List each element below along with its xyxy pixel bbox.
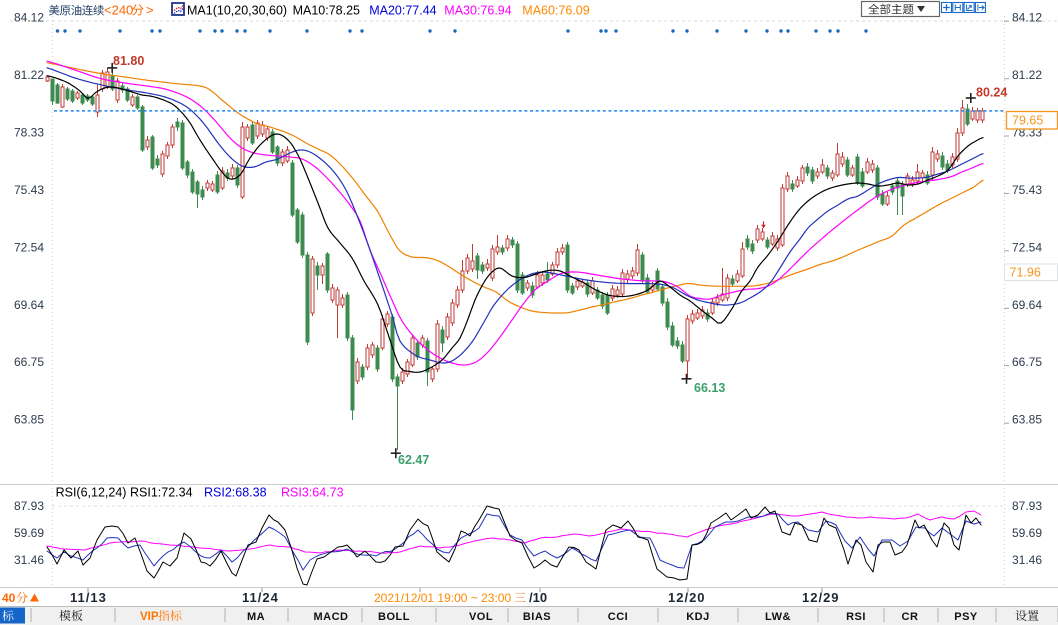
svg-text:84.12: 84.12 — [14, 11, 44, 25]
svg-text:>: > — [146, 3, 154, 18]
svg-text:69.64: 69.64 — [14, 298, 44, 312]
svg-text:66.75: 66.75 — [14, 355, 44, 369]
svg-text:31.46: 31.46 — [1012, 553, 1042, 567]
svg-text:79.65: 79.65 — [1012, 114, 1043, 128]
svg-text:MA1(10,20,30,60): MA1(10,20,30,60) — [187, 4, 287, 18]
svg-text:84.12: 84.12 — [1012, 11, 1042, 25]
svg-text:RSI: RSI — [846, 611, 866, 623]
svg-text:CR: CR — [902, 611, 919, 623]
svg-text:11/13: 11/13 — [70, 590, 107, 605]
svg-text:80.24: 80.24 — [976, 86, 1007, 100]
svg-text:63.85: 63.85 — [14, 413, 44, 427]
svg-text:81.22: 81.22 — [14, 68, 44, 82]
svg-text:81.22: 81.22 — [1012, 68, 1042, 82]
svg-text:12/29: 12/29 — [802, 590, 840, 605]
svg-text:RSI2:68.38: RSI2:68.38 — [204, 486, 267, 500]
svg-text:31.46: 31.46 — [14, 553, 44, 567]
svg-text:<240: <240 — [104, 3, 133, 18]
svg-text:BOLL: BOLL — [378, 611, 410, 623]
svg-text:MACD: MACD — [314, 611, 349, 623]
svg-text:LW&: LW& — [765, 611, 791, 623]
svg-text:PSY: PSY — [954, 611, 978, 623]
svg-text:MA20:77.44: MA20:77.44 — [369, 4, 436, 18]
svg-text:VIP: VIP — [140, 611, 159, 623]
svg-text:87.93: 87.93 — [1012, 499, 1042, 513]
svg-text:66.75: 66.75 — [1012, 355, 1042, 369]
svg-text:72.54: 72.54 — [1012, 240, 1042, 254]
svg-text:MA60:76.09: MA60:76.09 — [522, 4, 589, 18]
svg-text:RSI(6,12,24): RSI(6,12,24) — [56, 486, 127, 500]
svg-text:RSI1:72.34: RSI1:72.34 — [130, 486, 193, 500]
svg-text:81.80: 81.80 — [113, 54, 144, 68]
svg-text:2021/12/01 19:00 ~ 23:00: 2021/12/01 19:00 ~ 23:00 — [374, 591, 511, 605]
svg-text:62.47: 62.47 — [398, 453, 429, 467]
svg-text:KDJ: KDJ — [686, 611, 710, 623]
svg-text:12/20: 12/20 — [668, 590, 706, 605]
svg-text:MA30:76.94: MA30:76.94 — [444, 4, 511, 18]
svg-text:MA: MA — [247, 611, 265, 623]
svg-text:78.33: 78.33 — [14, 126, 44, 140]
svg-text:MA10:78.25: MA10:78.25 — [293, 4, 360, 18]
svg-text:59.69: 59.69 — [14, 526, 44, 540]
svg-text:BIAS: BIAS — [523, 611, 551, 623]
svg-text:69.64: 69.64 — [1012, 298, 1042, 312]
svg-text:63.85: 63.85 — [1012, 413, 1042, 427]
svg-text:/10: /10 — [529, 590, 547, 605]
svg-text:75.43: 75.43 — [14, 183, 44, 197]
svg-text:40: 40 — [2, 591, 16, 605]
svg-text:87.93: 87.93 — [14, 499, 44, 513]
svg-text:66.13: 66.13 — [694, 381, 725, 395]
svg-text:71.96: 71.96 — [1010, 266, 1041, 280]
svg-text:CCI: CCI — [608, 611, 628, 623]
svg-text:RSI3:64.73: RSI3:64.73 — [281, 486, 344, 500]
svg-text:VOL: VOL — [469, 611, 493, 623]
svg-text:72.54: 72.54 — [14, 240, 44, 254]
svg-text:11/24: 11/24 — [242, 590, 279, 605]
svg-text:75.43: 75.43 — [1012, 183, 1042, 197]
svg-text:59.69: 59.69 — [1012, 526, 1042, 540]
